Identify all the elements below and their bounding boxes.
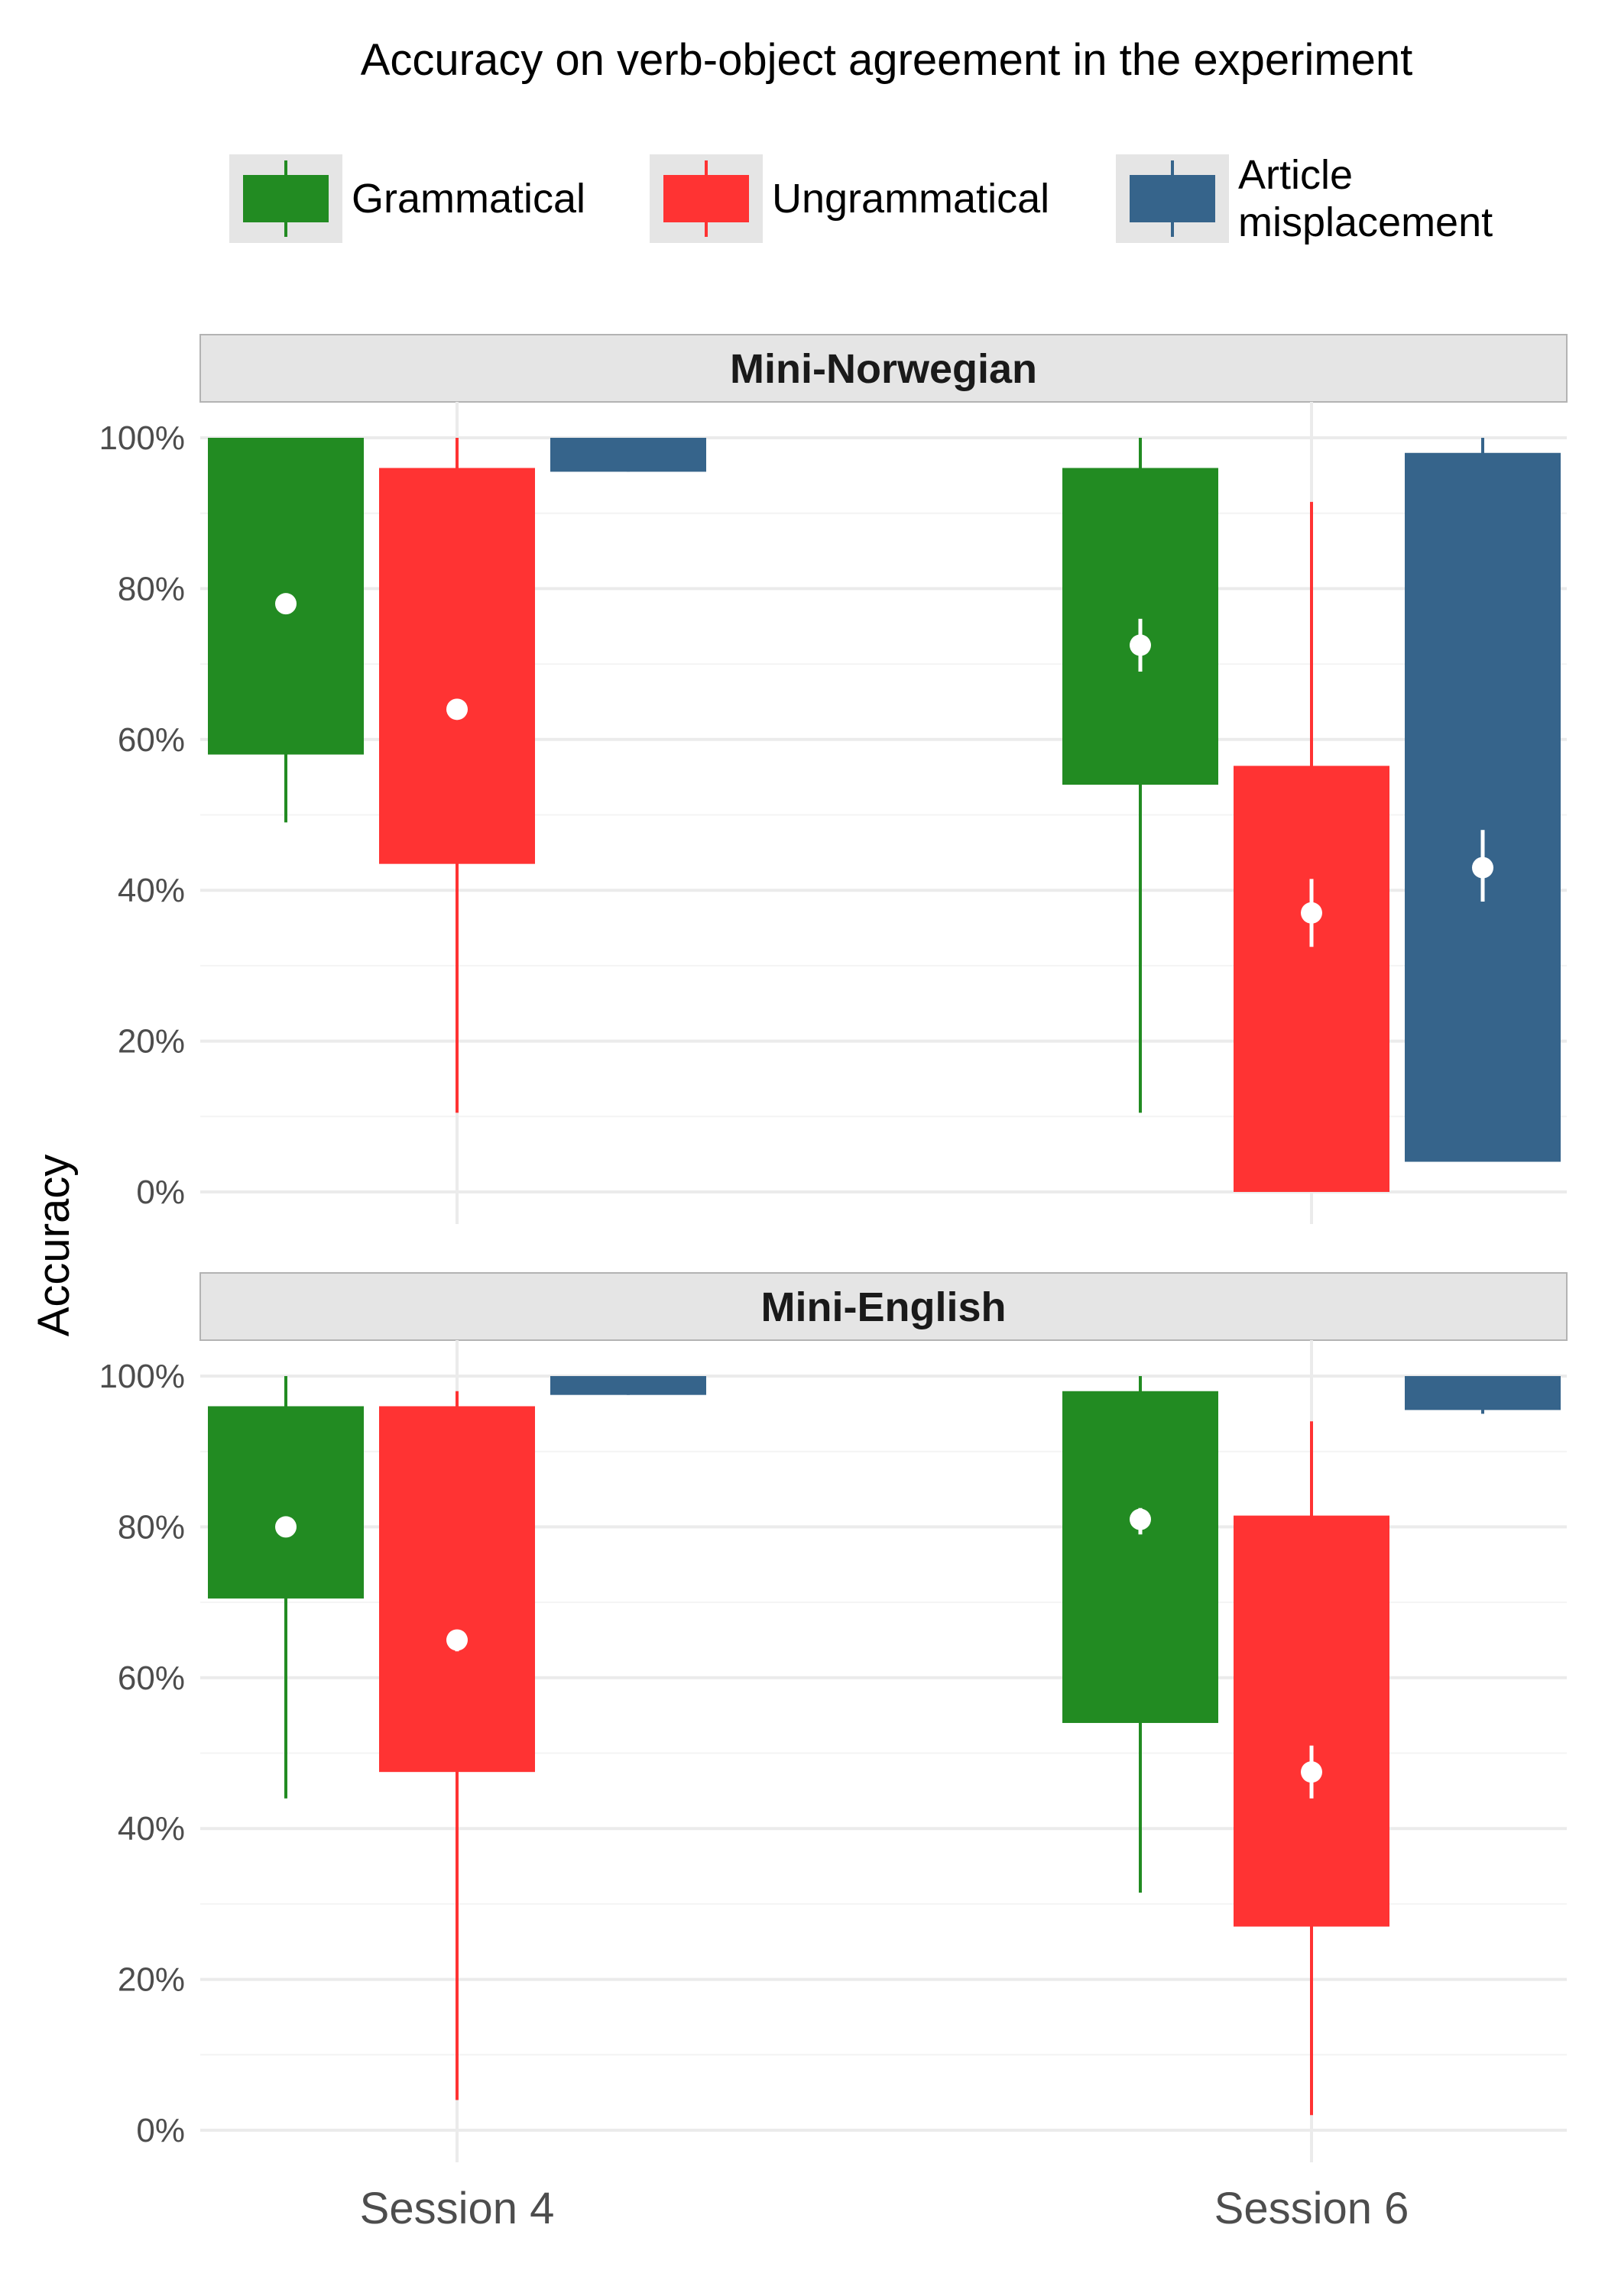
box-group bbox=[1234, 501, 1389, 1192]
panel: Mini-Norwegian 0% 20% 40% 60% 80% 100% bbox=[99, 334, 1568, 1224]
y-tick-label: 100% bbox=[99, 419, 185, 457]
mean-point bbox=[1301, 902, 1322, 924]
y-tick-label: 60% bbox=[118, 721, 185, 759]
box-group bbox=[379, 438, 535, 1113]
legend-label: Article misplacement bbox=[1238, 152, 1493, 245]
panel: Mini-English 0% 20% 40% 60% 80% 100% bbox=[99, 1272, 1568, 2162]
box-group bbox=[550, 438, 706, 472]
y-tick-label: 0% bbox=[136, 1174, 185, 1211]
y-tick-label: 100% bbox=[99, 1358, 185, 1395]
legend-item: Grammatical bbox=[229, 154, 585, 243]
box-bar bbox=[1234, 766, 1389, 1192]
panel-strip-label: Mini-English bbox=[761, 1284, 1007, 1330]
mean-point bbox=[446, 1629, 468, 1651]
mean-point bbox=[1472, 857, 1493, 879]
panel-strip bbox=[199, 334, 1568, 403]
box-bar bbox=[379, 468, 535, 864]
y-tick-label: 20% bbox=[118, 1961, 185, 1999]
y-tick-label: 80% bbox=[118, 570, 185, 607]
box-bar bbox=[550, 1376, 706, 1395]
mean-point bbox=[446, 698, 468, 721]
mean-point bbox=[1130, 634, 1151, 656]
box-group bbox=[1062, 438, 1218, 1113]
box-group bbox=[208, 1376, 364, 1799]
legend-label: Grammatical bbox=[352, 176, 585, 222]
mean-point bbox=[275, 1516, 297, 1538]
legend-label-line: misplacement bbox=[1238, 199, 1493, 245]
box-group bbox=[1405, 438, 1561, 1162]
y-tick-label: 40% bbox=[118, 872, 185, 909]
legend-item: Ungrammatical bbox=[650, 154, 1049, 243]
box-group bbox=[1405, 1376, 1561, 1414]
y-tick-label: 20% bbox=[118, 1023, 185, 1061]
box-group bbox=[379, 1391, 535, 2100]
box-bar bbox=[1405, 1376, 1561, 1410]
legend: Grammatical Ungrammatical Article misplacem… bbox=[229, 152, 1493, 245]
box-bar bbox=[1234, 1515, 1389, 1927]
y-axis-title: Accuracy bbox=[29, 1154, 79, 1337]
box-bar bbox=[379, 1406, 535, 1773]
x-axis: Session 4 Session 6 bbox=[360, 2184, 1409, 2233]
legend-label: Ungrammatical bbox=[772, 176, 1049, 222]
box-group bbox=[1062, 1376, 1218, 1893]
chart-title: Accuracy on verb-object agreement in the… bbox=[361, 35, 1413, 85]
x-tick-label: Session 4 bbox=[360, 2184, 555, 2233]
y-tick-label: 0% bbox=[136, 2112, 185, 2149]
box-bar bbox=[1405, 452, 1561, 1162]
panel-strip bbox=[199, 1272, 1568, 1341]
y-tick-label: 40% bbox=[118, 1810, 185, 1847]
legend-item: Article misplacement bbox=[1116, 152, 1493, 245]
x-tick-label: Session 6 bbox=[1214, 2184, 1409, 2233]
box-group bbox=[1234, 1421, 1389, 2116]
box-group bbox=[550, 1376, 706, 1395]
box-bar bbox=[1062, 1391, 1218, 1724]
box-bar bbox=[550, 438, 706, 472]
box-bar bbox=[208, 1406, 364, 1599]
legend-label-line: Article bbox=[1238, 152, 1353, 198]
y-tick-label: 80% bbox=[118, 1508, 185, 1546]
box-group bbox=[208, 438, 364, 823]
y-tick-label: 60% bbox=[118, 1660, 185, 1697]
mean-point bbox=[275, 593, 297, 615]
mean-point bbox=[1130, 1508, 1151, 1530]
panels: Mini-Norwegian0%20%40%60%80%100%Mini-Eng… bbox=[99, 334, 1568, 2162]
mean-point bbox=[1301, 1761, 1322, 1783]
panel-strip-label: Mini-Norwegian bbox=[730, 346, 1037, 392]
